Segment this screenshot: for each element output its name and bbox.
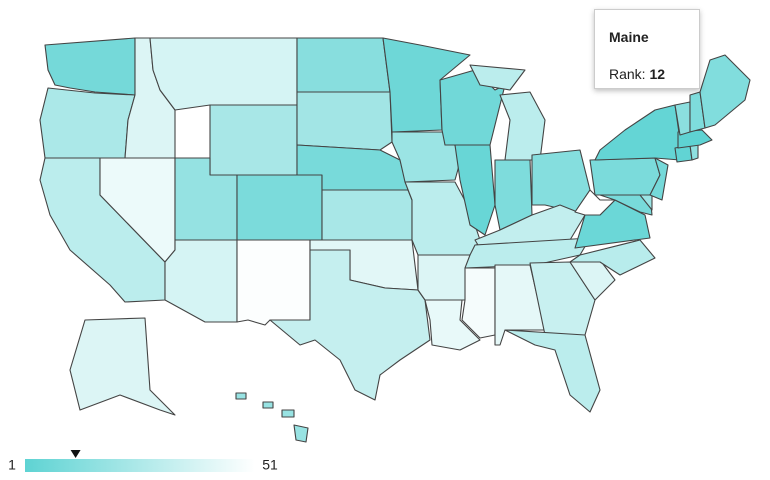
legend-bar bbox=[25, 459, 255, 472]
state bbox=[569, 239, 656, 276]
state bbox=[39, 87, 136, 159]
state bbox=[699, 54, 751, 129]
state bbox=[454, 144, 496, 236]
state bbox=[424, 299, 481, 351]
legend-max: 51 bbox=[262, 457, 278, 473]
tooltip-label: Rank: bbox=[609, 66, 646, 82]
state bbox=[236, 174, 323, 241]
state bbox=[504, 329, 601, 413]
state bbox=[321, 189, 413, 241]
tooltip-value: 12 bbox=[649, 66, 666, 82]
state bbox=[164, 239, 238, 323]
state bbox=[689, 144, 699, 161]
state bbox=[235, 392, 309, 443]
state bbox=[296, 37, 391, 93]
state bbox=[44, 37, 136, 96]
state bbox=[594, 104, 681, 161]
state bbox=[69, 317, 176, 416]
tooltip-title: Maine bbox=[609, 29, 649, 45]
state bbox=[529, 261, 596, 336]
state bbox=[417, 254, 471, 301]
states bbox=[39, 37, 751, 443]
legend-min: 1 bbox=[8, 457, 16, 473]
state bbox=[296, 91, 393, 151]
legend-marker bbox=[70, 450, 81, 458]
state bbox=[649, 157, 669, 201]
state bbox=[589, 157, 661, 196]
state bbox=[269, 249, 431, 401]
tooltip: Maine Rank: 12 bbox=[594, 9, 700, 89]
state bbox=[149, 37, 298, 111]
state bbox=[209, 104, 298, 176]
state bbox=[236, 239, 311, 326]
tooltip-rank: Rank: 12 bbox=[609, 66, 665, 82]
